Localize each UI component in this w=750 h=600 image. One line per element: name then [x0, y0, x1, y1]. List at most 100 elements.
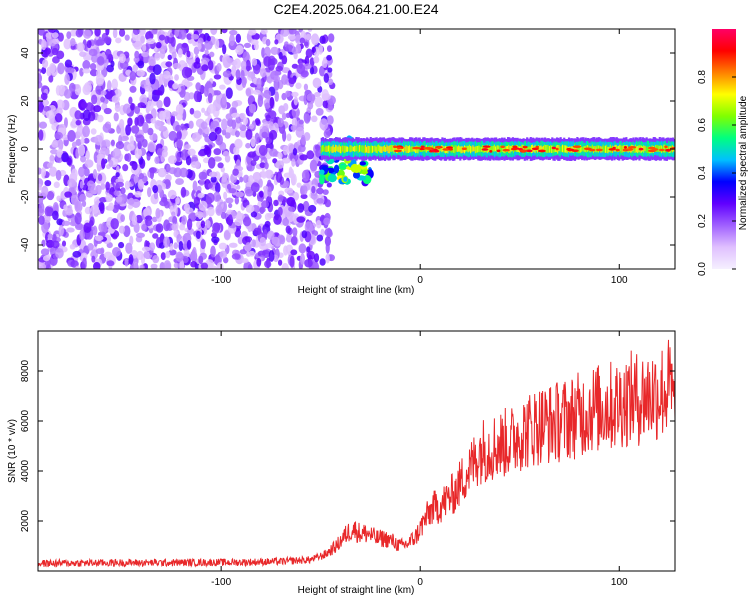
- spectrogram-cell: [388, 145, 391, 154]
- spectrogram-cell: [240, 60, 247, 70]
- spectrogram-cell: [659, 145, 663, 152]
- spectrogram-cell: [389, 145, 393, 152]
- spectrogram-cell: [135, 134, 145, 144]
- spectrogram-cell: [49, 166, 58, 177]
- spectrogram-cell: [99, 203, 105, 215]
- spectrogram-cell: [131, 213, 138, 226]
- spectrogram-cell: [291, 106, 300, 119]
- spectrogram-cell: [263, 188, 269, 200]
- spectrogram-cell: [183, 248, 190, 259]
- spectrogram-cell: [607, 146, 610, 154]
- spectrogram-cell: [92, 261, 101, 269]
- spectrogram-cell: [124, 258, 129, 267]
- spectrogram-cell: [471, 146, 474, 153]
- spectrogram-cell: [126, 198, 135, 205]
- spectrogram-cell: [355, 145, 358, 152]
- spectrogram-cell: [110, 218, 119, 230]
- spectrogram-cell: [141, 52, 149, 58]
- spectrogram-cell: [248, 250, 256, 257]
- spectrogram-cell: [138, 172, 145, 180]
- spectrogram-cell: [277, 194, 284, 202]
- spectrogram-cell: [269, 148, 278, 157]
- snr-y-ticks: 2000 4000 6000 8000: [20, 359, 675, 532]
- spectrogram-y-tick-label: 0: [20, 146, 31, 152]
- spectrogram-cell: [162, 109, 171, 120]
- spectrogram-cell: [296, 182, 302, 188]
- spectrogram-cell: [559, 146, 562, 152]
- spectrogram-cell: [231, 100, 239, 109]
- spectrogram-cell: [286, 196, 296, 207]
- spectrogram-cell: [120, 214, 125, 222]
- spectrogram-cell: [132, 64, 139, 73]
- spectrogram-cell: [664, 145, 668, 149]
- spectrogram-cell: [540, 145, 543, 153]
- spectrogram-cell: [155, 223, 164, 233]
- spectrogram-cell: [267, 179, 272, 189]
- spectrogram-cell: [535, 145, 540, 149]
- spectrogram-cell: [396, 146, 402, 150]
- spectrogram-cell: [316, 234, 324, 242]
- spectrogram-cell: [213, 90, 221, 96]
- spectrogram-cell: [304, 221, 313, 233]
- spectrogram-cell: [160, 252, 166, 261]
- spectrogram-cell: [176, 130, 182, 140]
- spectrogram-cell: [225, 197, 234, 204]
- spectrogram-cell: [54, 131, 63, 140]
- spectrogram-cell: [411, 145, 414, 152]
- spectrogram-cell: [301, 169, 310, 182]
- spectrogram-cell: [41, 38, 47, 51]
- spectrogram-cell: [57, 32, 64, 42]
- spectrogram-cell: [258, 190, 264, 198]
- spectrogram-cell: [115, 141, 125, 150]
- spectrogram-cell: [119, 53, 126, 64]
- spectrogram-cell: [529, 146, 532, 153]
- spectrogram-cell: [139, 264, 144, 269]
- spectrogram-cell: [114, 104, 121, 113]
- spectrogram-cell: [224, 126, 233, 133]
- spectrogram-cell: [226, 183, 232, 190]
- spectrogram-cell: [372, 145, 375, 153]
- spectrogram-cell: [261, 47, 266, 59]
- spectrogram-cell: [664, 144, 667, 153]
- spectrogram-cell: [492, 145, 495, 152]
- spectrogram-cell: [158, 34, 166, 41]
- spectrogram-cell: [166, 164, 171, 173]
- spectrogram-cell: [265, 38, 271, 47]
- spectrogram-cell: [323, 217, 331, 226]
- spectrogram-cell: [581, 146, 584, 152]
- spectrogram-cell: [52, 234, 57, 242]
- spectrogram-cell: [400, 146, 403, 153]
- spectrogram-cell: [647, 146, 656, 150]
- spectrogram-cell: [624, 148, 634, 151]
- spectrogram-cell: [274, 39, 279, 45]
- spectrogram-cell: [327, 145, 331, 152]
- spectrogram-cell: [265, 114, 271, 122]
- spectrogram-cell: [644, 145, 647, 152]
- spectrogram-cell: [198, 255, 204, 265]
- spectrogram-cell: [348, 146, 351, 152]
- spectrogram-cell: [379, 145, 382, 153]
- spectrogram-cell: [64, 59, 73, 68]
- spectrogram-cell: [64, 73, 70, 85]
- spectrogram-cell: [203, 85, 209, 97]
- spectrogram-cell: [281, 67, 291, 74]
- spectrogram-cell: [193, 46, 200, 56]
- spectrogram-cell: [316, 198, 324, 204]
- spectrogram-cell: [195, 160, 201, 170]
- spectrogram-cell: [78, 166, 85, 178]
- figure-title: C2E4.2025.064.21.00.E24: [273, 1, 439, 17]
- spectrogram-cell: [207, 104, 216, 114]
- spectrogram-cell: [103, 36, 112, 45]
- spectrogram-cell: [96, 153, 105, 160]
- spectrogram-cell: [41, 185, 49, 197]
- spectrogram-cell: [92, 169, 98, 180]
- spectrogram-cell: [575, 146, 578, 152]
- spectrogram-cell: [41, 239, 46, 248]
- spectrogram-cell: [65, 207, 74, 216]
- spectrogram-cell: [604, 145, 608, 153]
- spectrogram-cell: [551, 146, 557, 150]
- spectrogram-cell: [128, 96, 133, 105]
- spectrogram-cell: [510, 147, 517, 151]
- spectrogram-cell: [663, 144, 666, 153]
- spectrogram-cell: [598, 145, 602, 152]
